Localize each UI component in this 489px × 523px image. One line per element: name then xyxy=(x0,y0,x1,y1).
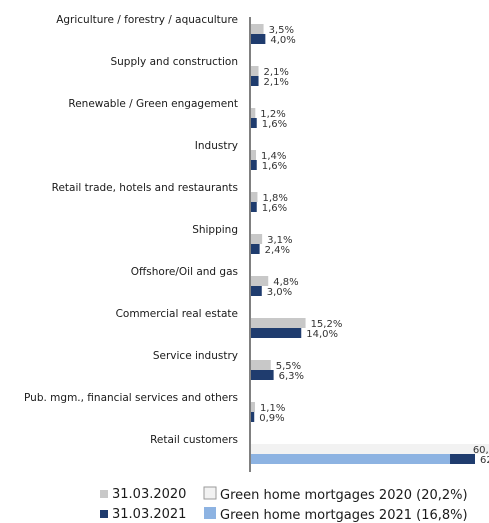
value-label: 2,4% xyxy=(265,245,290,256)
value-label: 15,2% xyxy=(311,319,343,330)
value-label: 1,2% xyxy=(260,109,285,120)
bar-2020 xyxy=(251,276,269,286)
category-label: Offshore/Oil and gas xyxy=(131,266,238,278)
bar-2021 xyxy=(251,76,259,86)
legend: 31.03.2020 31.03.2021 Green home mortgages… xyxy=(100,486,468,523)
bar-2020 xyxy=(251,192,258,202)
green-mortgage-segment xyxy=(251,454,451,464)
green-mortgage-segment xyxy=(251,444,489,454)
value-label: 60,4% xyxy=(473,445,489,456)
category-label: Commercial real estate xyxy=(116,308,238,320)
value-label: 6,3% xyxy=(279,371,304,382)
value-label: 62,4% xyxy=(480,455,489,466)
value-labels: 3,5%4,0%2,1%2,1%1,2%1,6%1,4%1,6%1,8%1,6%… xyxy=(259,25,489,466)
bar-2020 xyxy=(251,24,264,34)
category-label: Retail customers xyxy=(150,434,238,446)
legend-label: 31.03.2021 xyxy=(112,507,186,522)
value-label: 1,6% xyxy=(262,119,287,130)
bar-2020 xyxy=(251,150,257,160)
value-label: 1,4% xyxy=(261,151,286,162)
legend-label: 31.03.2020 xyxy=(112,487,186,502)
category-labels: Agriculture / forestry / aquaculture Supp… xyxy=(24,14,238,446)
bar-2021 xyxy=(251,286,262,296)
value-label: 14,0% xyxy=(306,329,338,340)
value-label: 1,1% xyxy=(260,403,285,414)
bar-2020 xyxy=(251,66,259,76)
bar-2020 xyxy=(251,318,306,328)
category-label: Supply and construction xyxy=(110,56,238,68)
value-label: 1,8% xyxy=(262,193,287,204)
value-label: 2,1% xyxy=(264,67,289,78)
value-label: 5,5% xyxy=(276,361,301,372)
bar-2021 xyxy=(251,244,260,254)
category-label: Renewable / Green engagement xyxy=(68,98,238,110)
category-label: Industry xyxy=(195,140,238,152)
legend-label: Green home mortgages 2020 (20,2%) xyxy=(220,488,468,503)
legend-swatch xyxy=(100,510,108,518)
category-label: Pub. mgm., financial services and others xyxy=(24,392,238,404)
bar-2021 xyxy=(251,34,266,44)
value-label: 3,5% xyxy=(269,25,294,36)
bar-2021 xyxy=(251,412,255,422)
category-label: Agriculture / forestry / aquaculture xyxy=(56,14,238,26)
bar-2021 xyxy=(251,202,257,212)
bar-2021 xyxy=(251,118,257,128)
bar-2021 xyxy=(251,160,257,170)
bars xyxy=(251,24,489,464)
value-label: 1,6% xyxy=(262,161,287,172)
category-label: Retail trade, hotels and restaurants xyxy=(52,182,238,194)
value-label: 2,1% xyxy=(264,77,289,88)
legend-label: Green home mortgages 2021 (16,8%) xyxy=(220,508,468,523)
legend-swatch xyxy=(100,490,108,498)
value-label: 4,0% xyxy=(270,35,295,46)
legend-swatch xyxy=(203,486,217,500)
value-label: 1,6% xyxy=(262,203,287,214)
category-label: Shipping xyxy=(192,224,238,236)
legend-swatch xyxy=(204,507,216,519)
bar-2020 xyxy=(251,402,255,412)
bar-2020 xyxy=(251,234,263,244)
value-label: 3,1% xyxy=(267,235,292,246)
category-label: Service industry xyxy=(153,350,238,362)
bar-2021 xyxy=(251,370,274,380)
bar-2021 xyxy=(251,328,302,338)
value-label: 3,0% xyxy=(267,287,292,298)
value-label: 0,9% xyxy=(259,413,284,424)
value-label: 4,8% xyxy=(273,277,298,288)
bar-2020 xyxy=(251,360,271,370)
bar-2020 xyxy=(251,108,256,118)
